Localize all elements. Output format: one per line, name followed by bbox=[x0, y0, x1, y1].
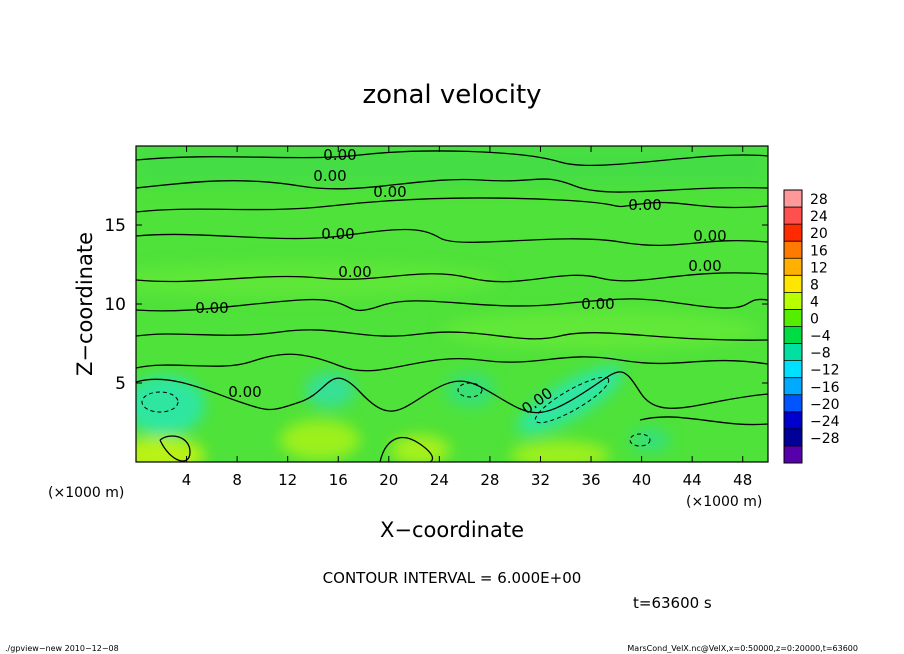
contour-label: 0.00 bbox=[228, 383, 261, 401]
colorbar-swatch bbox=[784, 360, 802, 379]
colorbar-label: −4 bbox=[810, 329, 831, 345]
x-tick-label: 48 bbox=[733, 471, 752, 489]
colorbar-swatch bbox=[784, 428, 802, 447]
colorbar-swatch bbox=[784, 411, 802, 430]
contour-label: 0.00 bbox=[338, 263, 371, 281]
colorbar-swatch bbox=[784, 326, 802, 345]
colorbar-swatch bbox=[784, 275, 802, 293]
colorbar-swatch bbox=[784, 190, 802, 208]
contour-lines bbox=[136, 150, 768, 462]
colorbar-label: 20 bbox=[810, 226, 828, 242]
contour-label: 0.00 bbox=[321, 225, 354, 243]
colorbar-label: −8 bbox=[810, 346, 831, 362]
contour-label: 0.00 bbox=[195, 299, 228, 317]
chart-title: zonal velocity bbox=[362, 80, 541, 110]
colorbar-swatch bbox=[784, 258, 802, 276]
colorbar-label: −20 bbox=[810, 397, 840, 413]
contour-label: 0.00 bbox=[373, 183, 406, 201]
x-tick-label: 12 bbox=[278, 471, 297, 489]
x-axis: 4 8 12 16 20 24 28 32 36 40 44 48 bbox=[182, 146, 752, 489]
colorbar-label: −12 bbox=[810, 363, 840, 379]
colorbar-swatch bbox=[784, 241, 802, 259]
contour-label: 0.00 bbox=[693, 227, 726, 245]
contour-interval-text: CONTOUR INTERVAL = 6.000E+00 bbox=[323, 569, 582, 587]
colorbar-swatch bbox=[784, 224, 802, 242]
y-tick-label: 15 bbox=[104, 216, 126, 236]
y-tick-label: 10 bbox=[104, 295, 126, 315]
x-unit-left: (×1000 m) bbox=[48, 485, 124, 501]
contour-label: 0.00 bbox=[581, 295, 614, 313]
x-tick-label: 44 bbox=[683, 471, 702, 489]
contour-label: 0.00 bbox=[323, 146, 356, 164]
colorbar-swatch bbox=[784, 377, 802, 396]
x-tick-label: 8 bbox=[232, 471, 242, 489]
colorbar-label: −28 bbox=[810, 431, 840, 447]
y-axis: 5 10 15 bbox=[104, 216, 768, 394]
x-tick-label: 24 bbox=[430, 471, 449, 489]
x-tick-label: 36 bbox=[581, 471, 600, 489]
colorbar-label: −16 bbox=[810, 380, 840, 396]
colorbar-label: 24 bbox=[810, 209, 828, 225]
x-tick-label: 28 bbox=[480, 471, 499, 489]
colorbar-label: 28 bbox=[810, 192, 828, 208]
x-tick-label: 4 bbox=[182, 471, 192, 489]
time-label: t=63600 s bbox=[633, 594, 712, 612]
x-tick-label: 40 bbox=[632, 471, 651, 489]
negative-contours bbox=[141, 376, 651, 447]
colorbar-swatch bbox=[784, 309, 802, 327]
footer-left: ./gpview−new 2010−12−08 bbox=[5, 644, 119, 653]
colorbar-label: 0 bbox=[810, 312, 819, 328]
colorbar-label: 12 bbox=[810, 260, 828, 276]
colorbar-label: 4 bbox=[810, 294, 819, 310]
x-axis-label: X−coordinate bbox=[380, 518, 524, 542]
colorbar-swatch bbox=[784, 394, 802, 413]
velocity-field: 0.00 0.00 0.00 0.00 0.00 0.00 0.00 0.00 0.00 0.00… bbox=[136, 146, 768, 462]
colorbar-label: 16 bbox=[810, 243, 828, 259]
y-tick-label: 5 bbox=[115, 374, 126, 394]
contour-label: 0.00 bbox=[688, 257, 721, 275]
x-unit-right: (×1000 m) bbox=[686, 494, 762, 510]
x-tick-label: 16 bbox=[329, 471, 348, 489]
colorbar-label: 8 bbox=[810, 277, 819, 293]
contour-label: 0.00 bbox=[313, 167, 346, 185]
contour-label: 0.00 bbox=[628, 196, 661, 214]
colorbar-swatch bbox=[784, 207, 802, 225]
colorbar-swatch bbox=[784, 445, 802, 464]
colorbar-swatch bbox=[784, 343, 802, 362]
colorbar-swatch bbox=[784, 292, 802, 310]
y-axis-label: Z−coordinate bbox=[73, 232, 97, 376]
colorbar-label: −24 bbox=[810, 414, 840, 430]
x-tick-label: 32 bbox=[531, 471, 550, 489]
footer-right: MarsCond_VelX.nc@VelX,x=0:50000,z=0:2000… bbox=[627, 644, 858, 653]
x-tick-label: 20 bbox=[379, 471, 398, 489]
